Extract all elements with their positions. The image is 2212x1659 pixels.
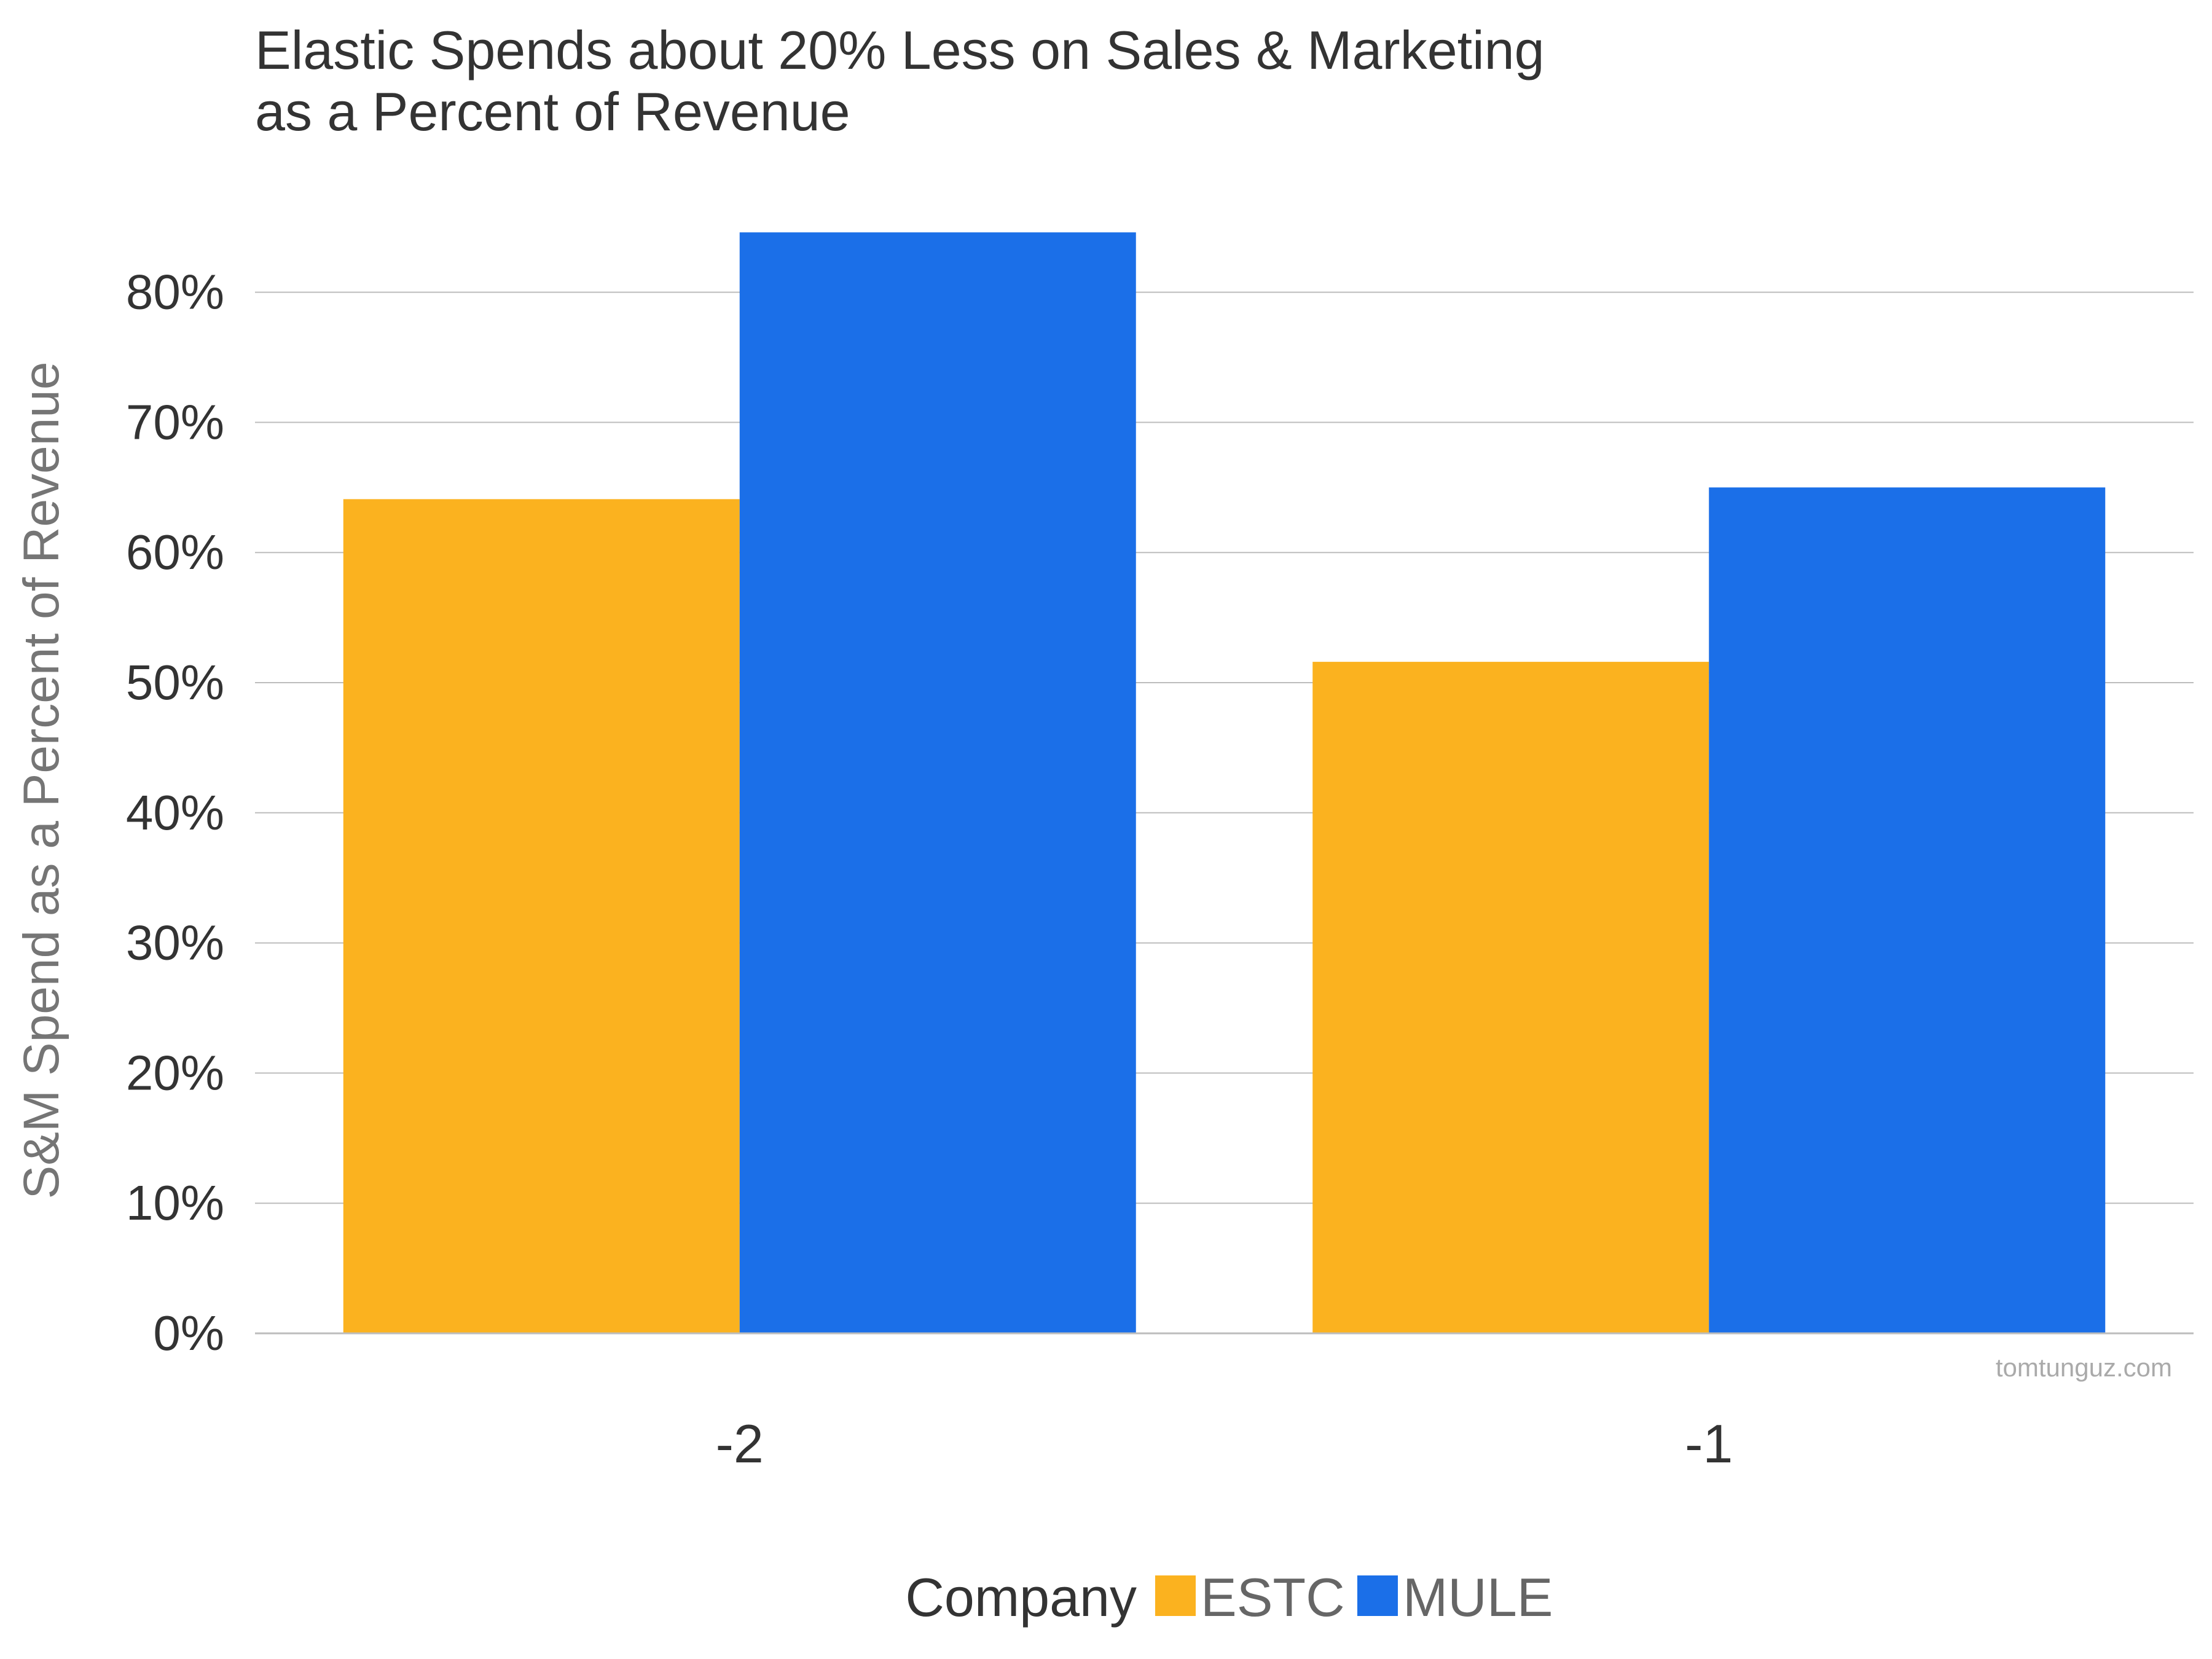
y-tick-label: 50% <box>126 655 224 710</box>
legend-swatch-mule <box>1357 1575 1398 1616</box>
legend-title: Company <box>905 1567 1137 1628</box>
y-tick-label: 10% <box>126 1175 224 1230</box>
legend-label-mule: MULE <box>1403 1567 1553 1628</box>
y-tick-label: 40% <box>126 785 224 840</box>
bar-estc--1 <box>1312 662 1709 1333</box>
chart-title-line: Elastic Spends about 20% Less on Sales &… <box>255 20 1545 80</box>
watermark-text: tomtunguz.com <box>1996 1353 2172 1382</box>
y-tick-label: 60% <box>126 525 224 579</box>
x-tick-label: -1 <box>1685 1413 1733 1474</box>
bar-mule--2 <box>739 232 1136 1333</box>
y-tick-label: 70% <box>126 394 224 449</box>
legend-label-estc: ESTC <box>1201 1567 1345 1628</box>
y-axis-title: S&M Spend as a Percent of Revenue <box>14 362 69 1199</box>
bar-estc--2 <box>343 499 740 1333</box>
y-tick-label: 30% <box>126 916 224 970</box>
y-tick-label: 0% <box>153 1306 224 1360</box>
chart-title-line: as a Percent of Revenue <box>255 81 850 142</box>
y-tick-label: 20% <box>126 1045 224 1100</box>
legend-swatch-estc <box>1155 1575 1196 1616</box>
x-tick-label: -2 <box>716 1413 764 1474</box>
y-tick-label: 80% <box>126 265 224 320</box>
bar-mule--1 <box>1709 487 2106 1333</box>
